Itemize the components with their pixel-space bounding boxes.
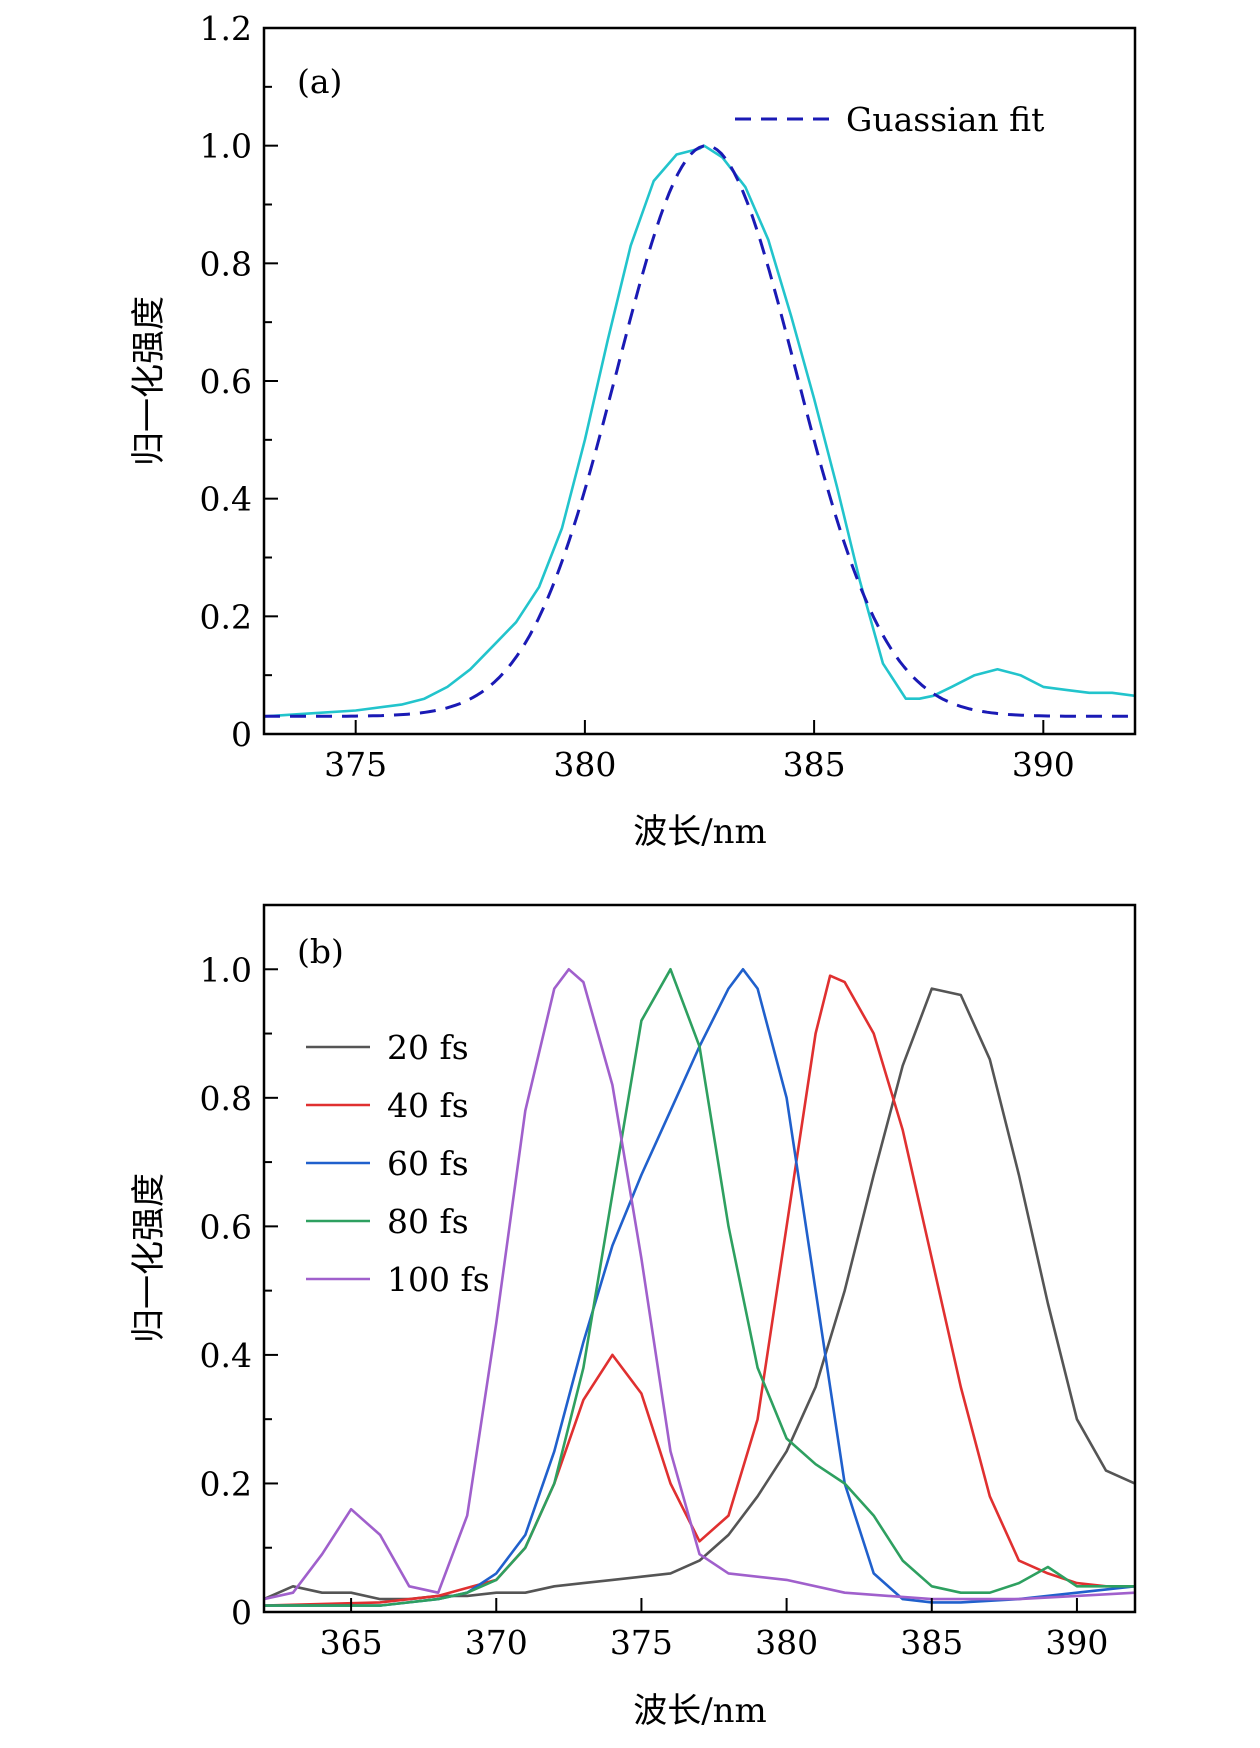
panel-b-x-tick-label-380: 380 (755, 1623, 818, 1662)
panel-b-y-tick-label-0: 0 (231, 1593, 252, 1632)
panel-b-x-tick-label-390: 390 (1045, 1623, 1108, 1662)
panel-a-y-tick-label-0_8: 0.8 (200, 244, 252, 283)
panel-b-x-tick-label-375: 375 (610, 1623, 673, 1662)
panel-a-x-tick-label-390: 390 (1012, 745, 1075, 784)
panel-a-y-tick-label-1: 1.0 (200, 127, 252, 166)
panel-a-y-tick-label-0_4: 0.4 (200, 480, 252, 519)
legend-label-20fs: 20 fs (387, 1028, 469, 1067)
panel-b-y-tick-label-0_6: 0.6 (200, 1207, 252, 1246)
panel-b-x-tick-label-370: 370 (465, 1623, 528, 1662)
panel-b-x-tick-label-365: 365 (320, 1623, 383, 1662)
panel-b-frame (262, 903, 1137, 1614)
panel-b-label: (b) (297, 932, 344, 971)
panel-a-x-tick-label-375: 375 (324, 745, 387, 784)
panel-a-y-tick-label-0_6: 0.6 (200, 362, 252, 401)
legend-label-80fs: 80 fs (387, 1202, 469, 1241)
panel-a: (a) 375 380 385 390 0 0.2 0.4 0.6 0.8 1.0 1.2 波长/n… (129, 9, 1137, 852)
panel-a-x-axis-title: 波长/nm (633, 812, 767, 852)
legend-label-60fs: 60 fs (387, 1144, 469, 1183)
panel-b-y-tick-label-1: 1.0 (200, 950, 252, 989)
panel-a-series-measured-spectrum (264, 144, 1135, 718)
panel-b-y-tick-label-0_8: 0.8 (200, 1079, 252, 1118)
panel-a-y-tick-label-0_2: 0.2 (200, 597, 252, 636)
legend-label-gaussian-fit: Guassian fit (846, 100, 1044, 139)
panel-b-x-axis-title: 波长/nm (633, 1691, 767, 1731)
panel-b: (b) 365 370 375 380 385 390 0 0.2 0.4 0.6 0.8 1.0 波… (129, 903, 1137, 1731)
panel-b-y-axis-title: 归一化强度 (129, 1173, 169, 1343)
panel-b-y-tick-label-0_4: 0.4 (200, 1336, 252, 1375)
panel-a-series-guassian-fit (264, 144, 1135, 718)
panel-a-legend: Guassian fit (735, 100, 1044, 139)
panel-b-series-80-fs (264, 968, 1135, 1607)
panel-a-y-axis-title: 归一化强度 (129, 296, 169, 466)
panel-b-series-100-fs (264, 968, 1135, 1601)
panel-a-label: (a) (297, 62, 342, 101)
panel-b-legend: 20 fs 40 fs 60 fs 80 fs 100 fs (306, 1028, 490, 1299)
panel-a-x-tick-label-380: 380 (553, 745, 616, 784)
panel-b-x-tick-label-385: 385 (900, 1623, 963, 1662)
legend-label-100fs: 100 fs (387, 1260, 490, 1299)
panel-a-x-tick-label-385: 385 (783, 745, 846, 784)
legend-label-40fs: 40 fs (387, 1086, 469, 1125)
panel-a-y-tick-label-1_2: 1.2 (200, 9, 252, 48)
panel-a-y-tick-label-0: 0 (231, 715, 252, 754)
panel-b-y-tick-label-0_2: 0.2 (200, 1464, 252, 1503)
